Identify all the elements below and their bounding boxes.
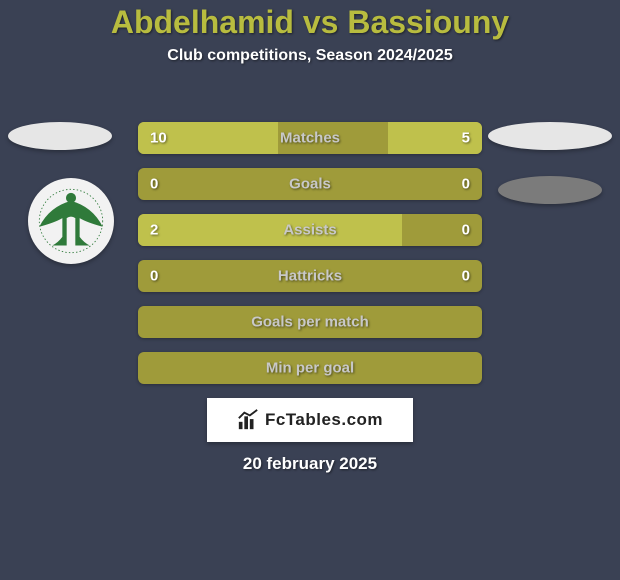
stat-label: Goals per match: [138, 314, 482, 331]
stat-row: 00Hattricks: [138, 260, 482, 292]
stat-label: Min per goal: [138, 360, 482, 377]
infographic-date: 20 february 2025: [0, 454, 620, 474]
fctables-logo-text: FcTables.com: [265, 410, 383, 430]
bar-chart-icon: [237, 409, 259, 431]
club-crest: [28, 178, 114, 264]
eagle-icon: [35, 185, 107, 257]
comparison-bars: 105Matches 00Goals 20Assists 00Hattricks Goa…: [138, 122, 482, 398]
stat-label: Goals: [138, 176, 482, 193]
stat-row: 105Matches: [138, 122, 482, 154]
player-right-badge-oval-1: [488, 122, 612, 150]
stat-row: 00Goals: [138, 168, 482, 200]
stat-row: Goals per match: [138, 306, 482, 338]
stat-row: 20Assists: [138, 214, 482, 246]
page-subtitle: Club competitions, Season 2024/2025: [0, 47, 620, 65]
comparison-infographic: Abdelhamid vs Bassiouny Club competition…: [0, 0, 620, 580]
stat-label: Assists: [138, 222, 482, 239]
stat-label: Matches: [138, 130, 482, 147]
stat-label: Hattricks: [138, 268, 482, 285]
fctables-logo: FcTables.com: [207, 398, 413, 442]
stat-row: Min per goal: [138, 352, 482, 384]
player-left-badge-oval: [8, 122, 112, 150]
page-title: Abdelhamid vs Bassiouny: [0, 0, 620, 41]
player-right-badge-oval-2: [498, 176, 602, 204]
